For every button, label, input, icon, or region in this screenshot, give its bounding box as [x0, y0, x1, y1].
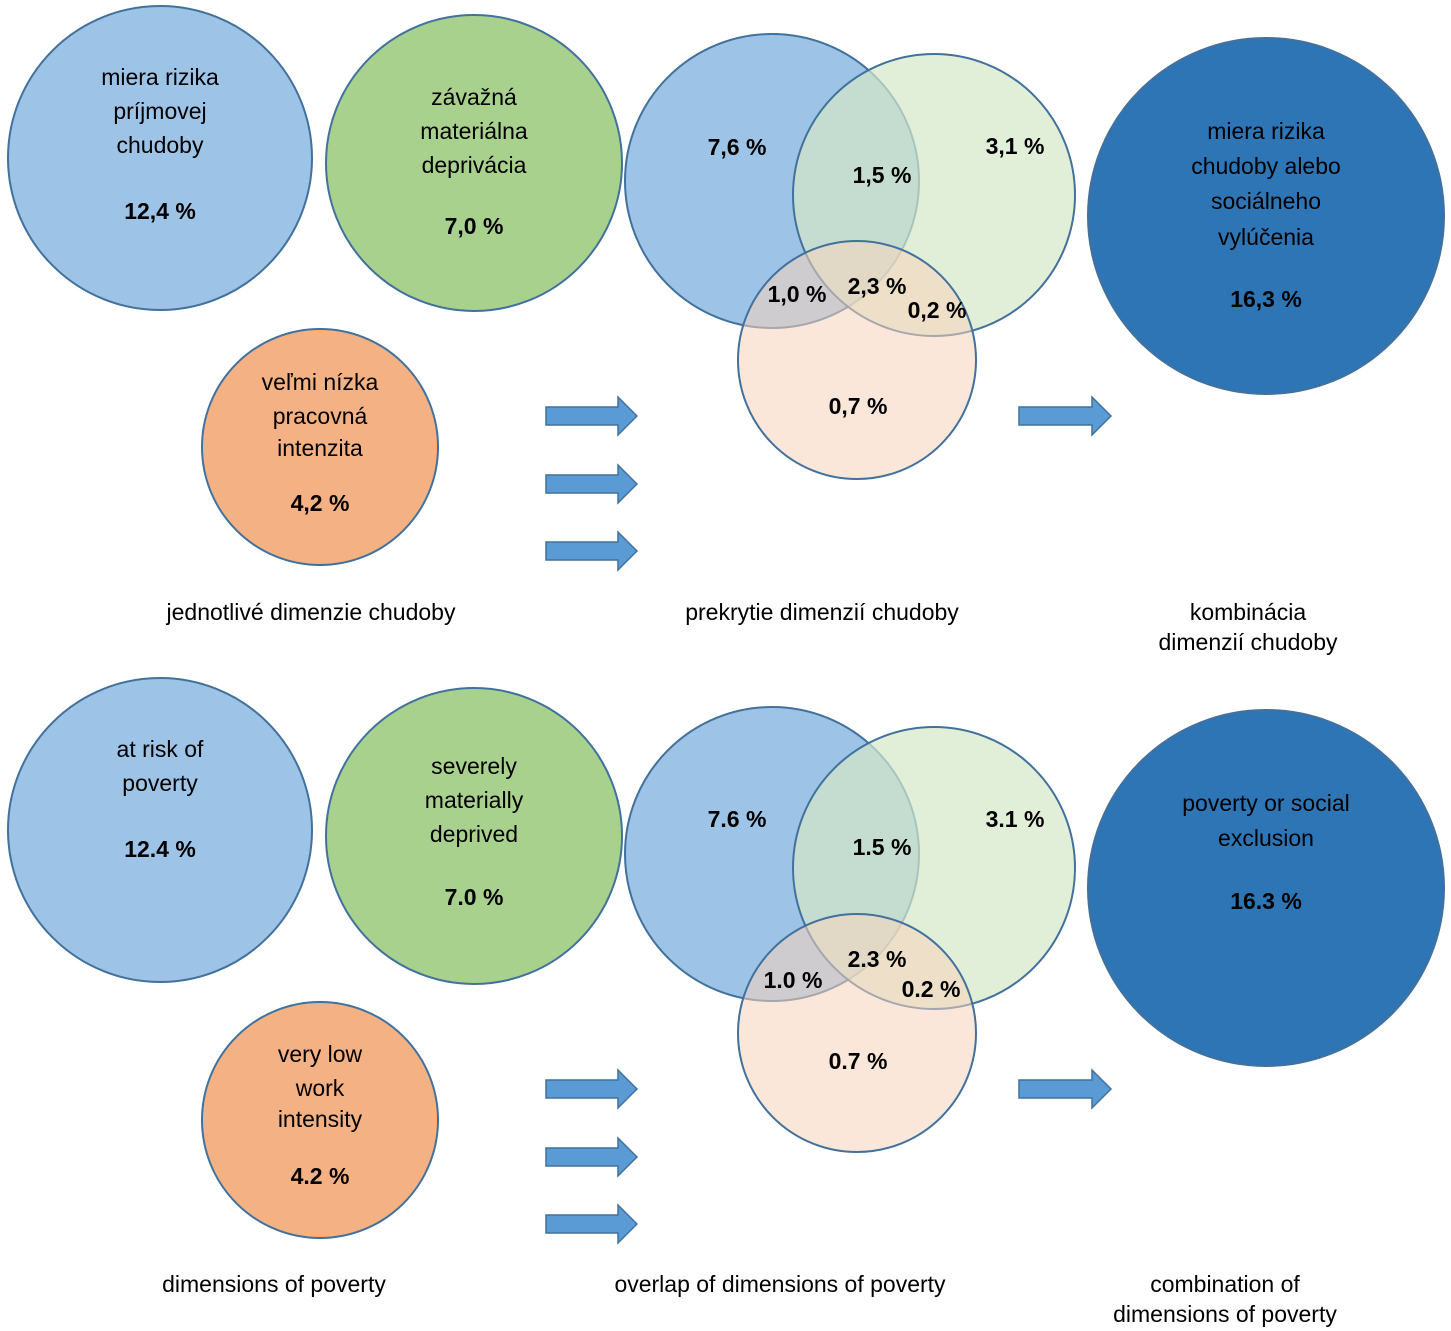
circle-income-poverty: at risk of poverty 12.4 %: [7, 677, 313, 983]
combined-label-line-1: poverty or social: [1182, 790, 1349, 816]
circle-material-deprivation: severely materially deprived 7.0 %: [325, 687, 623, 985]
venn-work-circle: [737, 240, 977, 480]
caption-combined-line-1: kombinácia: [1190, 599, 1307, 625]
arrow-right-icon: [545, 1136, 639, 1178]
work-intensity-label-line-2: pracovná: [273, 403, 368, 429]
work-intensity-disc: [201, 328, 439, 566]
combined-label-line-2: exclusion: [1218, 825, 1314, 851]
circle-material-deprivation: závažná materiálna deprivácia 7,0 %: [325, 14, 623, 312]
material-deprivation-label-line-3: deprived: [430, 821, 518, 847]
venn-only-material-value: 3.1 %: [986, 806, 1045, 832]
material-deprivation-label-line-3: deprivácia: [422, 152, 527, 178]
venn-work-circle: [737, 913, 977, 1153]
venn-income-material-value: 1,5 %: [853, 162, 912, 188]
arrow-right-icon: [545, 1203, 639, 1245]
work-intensity-disc: [201, 1001, 439, 1239]
work-intensity-label-line-1: veľmi nízka: [262, 369, 379, 395]
material-deprivation-disc: [325, 687, 623, 985]
venn-all-three-value: 2.3 %: [848, 946, 907, 972]
venn-income-material-value: 1.5 %: [853, 834, 912, 860]
caption-combined-line-2: dimensions of poverty: [1113, 1301, 1337, 1327]
combined-value: 16,3 %: [1230, 286, 1302, 312]
arrow-right-icon: [545, 1068, 639, 1110]
material-deprivation-label-line-2: materiálna: [420, 118, 528, 144]
combined-disc: [1087, 709, 1445, 1067]
material-deprivation-disc: [325, 14, 623, 312]
caption-single-dimensions: dimensions of poverty: [162, 1271, 386, 1297]
panel-slovak: miera rizika príjmovej chudoby 12,4 % zá…: [7, 5, 1445, 655]
caption-combined-line-2: dimenzií chudoby: [1159, 629, 1338, 655]
venn-material-work-value: 0.2 %: [902, 976, 961, 1002]
material-deprivation-value: 7.0 %: [445, 884, 504, 910]
venn-all-three-value: 2,3 %: [848, 273, 907, 299]
material-deprivation-label-line-1: severely: [431, 753, 517, 779]
income-poverty-value: 12.4 %: [124, 836, 196, 862]
caption-overlap: prekrytie dimenzií chudoby: [685, 599, 959, 625]
venn-only-work-value: 0,7 %: [829, 393, 888, 419]
income-poverty-label-line-2: poverty: [122, 770, 198, 796]
income-poverty-value: 12,4 %: [124, 198, 196, 224]
income-poverty-label-line-1: at risk of: [117, 736, 205, 762]
arrow-right-icon: [1018, 395, 1113, 437]
panel-english: at risk of poverty 12.4 % severely mater…: [7, 677, 1445, 1327]
income-poverty-disc: [7, 5, 313, 311]
venn-only-work-value: 0.7 %: [829, 1048, 888, 1074]
work-intensity-label-line-3: intenzita: [277, 435, 363, 461]
venn-overlap: 7,6 % 3,1 % 1,5 % 2,3 % 1,0 % 0,2 % 0,7 …: [624, 33, 1076, 480]
work-intensity-label-line-3: intensity: [278, 1106, 363, 1132]
venn-income-work-value: 1.0 %: [764, 967, 823, 993]
venn-income-work-value: 1,0 %: [768, 281, 827, 307]
income-poverty-disc: [7, 677, 313, 983]
caption-single-dimensions: jednotlivé dimenzie chudoby: [166, 599, 456, 625]
combined-disc: [1087, 37, 1445, 395]
caption-combined-line-1: combination of: [1150, 1271, 1300, 1297]
work-intensity-label-line-1: very low: [278, 1041, 363, 1067]
circle-combined: miera rizika chudoby alebo sociálneho vy…: [1087, 37, 1445, 395]
venn-only-income-value: 7,6 %: [708, 134, 767, 160]
venn-only-material-value: 3,1 %: [986, 133, 1045, 159]
arrow-right-icon: [545, 530, 639, 572]
work-intensity-value: 4.2 %: [291, 1163, 350, 1189]
combined-value: 16.3 %: [1230, 888, 1302, 914]
income-poverty-label-line-3: chudoby: [117, 132, 204, 158]
venn-overlap: 7.6 % 3.1 % 1.5 % 2.3 % 1.0 % 0.2 % 0.7 …: [624, 706, 1076, 1153]
circle-income-poverty: miera rizika príjmovej chudoby 12,4 %: [7, 5, 313, 311]
venn-material-work-value: 0,2 %: [908, 297, 967, 323]
material-deprivation-label-line-1: závažná: [431, 84, 517, 110]
arrow-right-icon: [545, 395, 639, 437]
combined-label-line-4: vylúčenia: [1218, 224, 1314, 250]
arrow-right-icon: [545, 463, 639, 505]
combined-label-line-3: sociálneho: [1211, 188, 1321, 214]
caption-overlap: overlap of dimensions of poverty: [614, 1271, 946, 1297]
income-poverty-label-line-1: miera rizika: [101, 64, 219, 90]
income-poverty-label-line-2: príjmovej: [113, 98, 206, 124]
venn-only-income-value: 7.6 %: [708, 806, 767, 832]
circle-work-intensity: veľmi nízka pracovná intenzita 4,2 %: [201, 328, 439, 566]
arrow-right-icon: [1018, 1068, 1113, 1110]
combined-label-line-2: chudoby alebo: [1191, 153, 1341, 179]
combined-label-line-1: miera rizika: [1207, 118, 1325, 144]
material-deprivation-label-line-2: materially: [425, 787, 524, 813]
work-intensity-label-line-2: work: [295, 1075, 345, 1101]
circle-work-intensity: very low work intensity 4.2 %: [201, 1001, 439, 1239]
work-intensity-value: 4,2 %: [291, 490, 350, 516]
circle-combined: poverty or social exclusion 16.3 %: [1087, 709, 1445, 1067]
material-deprivation-value: 7,0 %: [445, 213, 504, 239]
